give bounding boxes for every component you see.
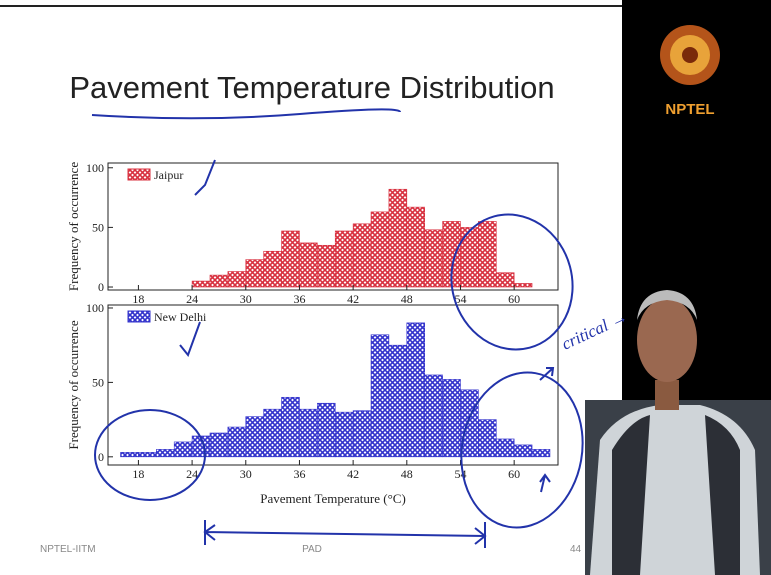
ink-circle (450, 213, 574, 351)
x-tick-label: 48 (401, 467, 413, 481)
x-tick-label: 24 (186, 467, 198, 481)
histogram-bar (245, 416, 264, 458)
histogram-bar (263, 408, 282, 458)
x-tick-label: 18 (132, 467, 144, 481)
histogram-bar (388, 188, 408, 288)
slide-title: Pavement Temperature Distribution (69, 70, 554, 105)
y-axis-label: Frequency of occurrence (66, 162, 81, 291)
histogram-bar (334, 411, 354, 458)
ink-check (179, 321, 201, 358)
histogram-bar (460, 227, 479, 288)
x-tick-label: 30 (240, 292, 252, 306)
presenter-neck (655, 380, 679, 410)
y-tick-label: 100 (86, 301, 104, 315)
ink-arrow (539, 367, 555, 381)
x-tick-label: 42 (347, 292, 359, 306)
histogram-bar (227, 426, 247, 458)
legend-label: New Delhi (154, 310, 207, 324)
footer-center: PAD (302, 544, 322, 555)
x-tick-label: 60 (508, 292, 520, 306)
y-tick-label: 0 (98, 280, 104, 294)
y-tick-label: 50 (92, 220, 104, 234)
x-tick-label: 48 (401, 292, 413, 306)
legend-label: Jaipur (154, 168, 183, 182)
logo-text: NPTEL (665, 101, 714, 118)
chart: Jaipur 18 24 30 36 42 48 54 60 0 50 100 Frequency of… (66, 161, 559, 306)
y-tick-label: 50 (92, 375, 104, 389)
y-tick-label: 0 (98, 450, 104, 464)
histogram-bar (406, 206, 425, 288)
histogram-bar (406, 322, 425, 458)
presenter-jacket (612, 415, 740, 575)
histogram-bar (281, 396, 300, 458)
x-tick-label: 36 (293, 292, 305, 306)
histogram-bar (317, 402, 336, 458)
ink-circle (94, 409, 206, 501)
charts: Jaipur 18 24 30 36 42 48 54 60 0 50 100 Frequency of… (66, 161, 559, 506)
histogram-bar (173, 441, 193, 458)
presenter-face (637, 298, 697, 382)
histogram-bar (388, 344, 408, 458)
x-axis-label: Pavement Temperature (°C) (260, 491, 406, 506)
histogram-bar (442, 379, 461, 458)
plot-frame (107, 304, 559, 466)
histogram-bar (513, 444, 533, 458)
histogram-bar (209, 274, 229, 288)
x-tick-label: 42 (347, 467, 359, 481)
histogram-bar (495, 272, 515, 288)
x-tick-label: 18 (132, 292, 144, 306)
logo-emblem-core (682, 47, 698, 63)
ink-arrow (203, 520, 487, 548)
ink-check (194, 159, 216, 196)
histogram-bar (263, 250, 282, 288)
legend-swatch (127, 168, 151, 181)
histogram-bar (317, 244, 336, 288)
histogram-bar (281, 230, 300, 288)
histogram-bar (191, 280, 211, 288)
histogram-bar (138, 452, 157, 458)
x-tick-label: 54 (454, 292, 466, 306)
footer-left: NPTEL-IITM (40, 544, 96, 555)
page-number: 44 (570, 544, 582, 555)
histogram-bar (370, 211, 390, 288)
presenter-hair (637, 290, 697, 320)
histogram-bar (245, 259, 264, 288)
ink-underline (91, 108, 401, 120)
histogram-bar (531, 449, 551, 458)
histogram-bar (120, 452, 139, 458)
ink-arrow (539, 473, 551, 493)
histogram-bar (334, 230, 354, 288)
histogram-bar (424, 374, 443, 458)
ink-circle (460, 371, 584, 529)
histogram-bar (299, 242, 318, 288)
y-tick-label: 100 (86, 161, 104, 175)
histogram-bar (495, 438, 515, 458)
histogram-bar (156, 449, 175, 458)
histogram-bar (478, 419, 497, 458)
histogram-bar (370, 334, 390, 458)
x-tick-label: 36 (293, 467, 305, 481)
histogram-bar (478, 221, 497, 288)
histogram-bar (513, 283, 533, 288)
ink-marks (94, 159, 584, 548)
histogram-bar (352, 410, 372, 458)
plot-frame (107, 162, 559, 291)
y-axis-label: Frequency of occurrence (66, 320, 81, 449)
histogram-bar (424, 229, 443, 288)
x-tick-label: 60 (508, 467, 520, 481)
x-tick-label: 30 (240, 467, 252, 481)
histogram-bar (227, 271, 247, 288)
histogram-bar (299, 408, 318, 458)
histogram-bar (209, 432, 229, 458)
legend-swatch (127, 310, 151, 323)
presenter (585, 290, 771, 575)
histogram-bar (352, 223, 372, 288)
histogram-bar (460, 389, 479, 458)
x-tick-label: 24 (186, 292, 198, 306)
